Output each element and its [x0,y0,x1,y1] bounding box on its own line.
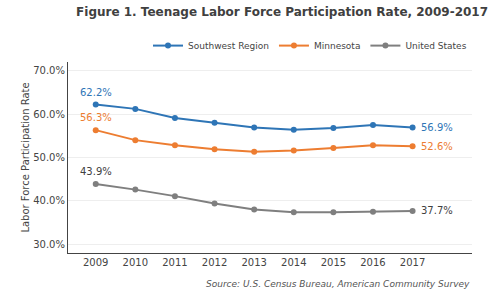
svg-text:30.0%: 30.0% [33,239,65,250]
svg-text:2017: 2017 [400,257,425,268]
svg-text:40.0%: 40.0% [33,195,65,206]
svg-text:Labor Force Participation Rate: Labor Force Participation Rate [20,82,31,232]
svg-text:2016: 2016 [360,257,385,268]
svg-text:Southwest Region: Southwest Region [188,41,269,51]
svg-text:60.0%: 60.0% [33,109,65,120]
svg-text:Figure 1. Teenage Labor Force: Figure 1. Teenage Labor Force Participat… [76,5,488,19]
svg-text:United States: United States [405,41,466,51]
svg-text:2015: 2015 [321,257,346,268]
svg-text:37.7%: 37.7% [421,205,453,216]
svg-text:52.6%: 52.6% [421,141,453,152]
svg-text:56.9%: 56.9% [421,122,453,133]
svg-text:2010: 2010 [123,257,148,268]
svg-text:56.3%: 56.3% [80,112,112,123]
svg-text:Source: U.S. Census Bureau, Am: Source: U.S. Census Bureau, American Com… [206,279,470,289]
svg-text:2009: 2009 [83,257,108,268]
svg-text:Minnesota: Minnesota [314,41,360,51]
svg-text:50.0%: 50.0% [33,152,65,163]
svg-text:62.2%: 62.2% [80,87,112,98]
svg-text:2012: 2012 [202,257,227,268]
svg-text:43.9%: 43.9% [80,166,112,177]
svg-text:2011: 2011 [162,257,187,268]
svg-text:70.0%: 70.0% [33,65,65,76]
svg-text:2014: 2014 [281,257,306,268]
svg-text:2013: 2013 [241,257,266,268]
